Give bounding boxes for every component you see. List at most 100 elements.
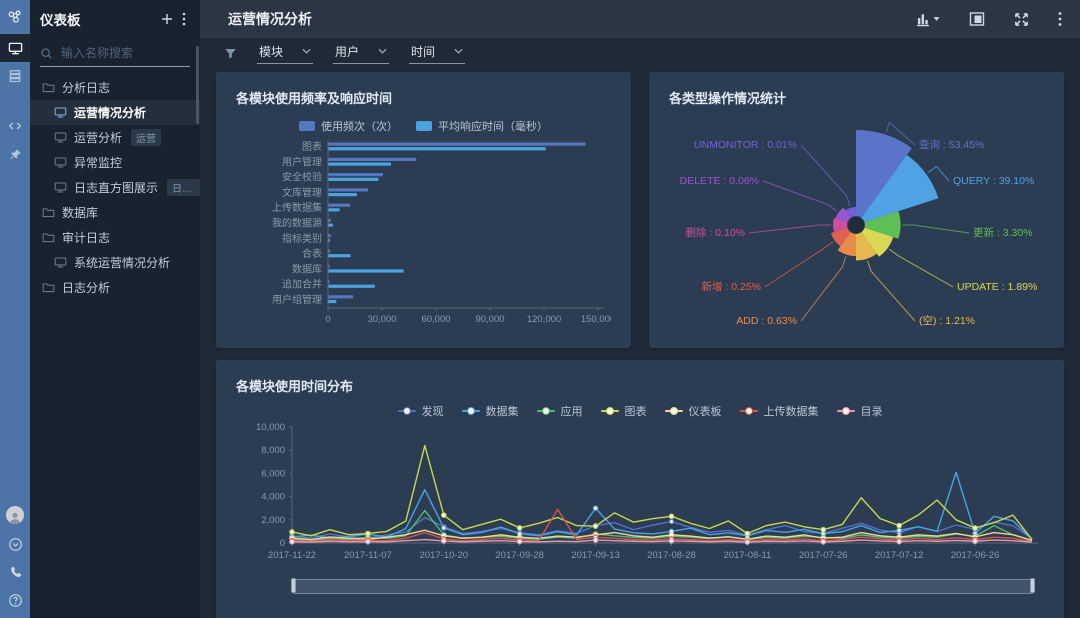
svg-text:4,000: 4,000: [261, 492, 285, 503]
svg-text:30,000: 30,000: [367, 314, 396, 325]
dashboard-icon: [54, 131, 67, 144]
sidebar-item-dashboard[interactable]: 异常监控: [30, 150, 200, 175]
legend-marker: [664, 407, 683, 415]
datazoom-left-handle[interactable]: [291, 578, 296, 593]
sidebar-item-label: 分析日志: [62, 81, 111, 95]
legend-item[interactable]: 上传数据集: [739, 403, 819, 419]
legend-item[interactable]: 仪表板: [664, 403, 722, 419]
svg-text:文库管理: 文库管理: [282, 186, 322, 199]
version-icon[interactable]: [8, 537, 23, 552]
dashboard-icon: [54, 181, 67, 194]
sidebar-item-label: 审计日志: [62, 231, 111, 245]
rail-display-icon[interactable]: [0, 112, 30, 140]
search-icon: [40, 47, 53, 60]
svg-text:2017-11-22: 2017-11-22: [268, 550, 316, 561]
sidebar-item-dashboard[interactable]: 运营分析 运营: [30, 125, 200, 150]
svg-text:DELETE : 0.06%: DELETE : 0.06%: [680, 175, 759, 187]
svg-text:2017-10-20: 2017-10-20: [419, 550, 468, 561]
search-input[interactable]: [59, 45, 175, 61]
sidebar-item-folder[interactable]: 分析日志: [30, 75, 200, 100]
dashboard-icon: [54, 256, 67, 269]
svg-text:我的数据源: 我的数据源: [272, 217, 322, 230]
filter-time-label: 时间: [411, 44, 436, 59]
sidebar-item-folder[interactable]: 数据库: [30, 200, 200, 225]
legend-item[interactable]: 数据集: [461, 403, 519, 419]
legend-marker: [600, 407, 619, 415]
dashboard-content: 各模块使用频率及响应时间 使用频次（次） 平均响应时间（毫秒） 图表 用户管理 安全校…: [200, 68, 1080, 618]
datazoom-slider[interactable]: [291, 578, 1035, 594]
svg-text:图表: 图表: [302, 140, 322, 153]
legend-item[interactable]: 目录: [836, 403, 883, 419]
card-title: 各模块使用频率及响应时间: [236, 91, 393, 106]
svg-text:2017-07-26: 2017-07-26: [799, 550, 848, 561]
svg-text:查询 : 53.45%: 查询 : 53.45%: [919, 138, 984, 151]
card-operation-stats: 各类型操作情况统计 查询 : 53.45% QUERY : 39.10% 更新 : …: [649, 72, 1064, 348]
datazoom-right-handle[interactable]: [1030, 578, 1035, 593]
item-badge: 运营: [131, 129, 162, 146]
legend-item[interactable]: 应用: [536, 403, 583, 419]
card-title: 各类型操作情况统计: [669, 91, 787, 106]
filter-time-select[interactable]: 时间: [409, 43, 465, 64]
sidebar-item-dashboard[interactable]: 日志直方图展示 日志...: [30, 175, 200, 200]
rail-pin-icon[interactable]: [0, 140, 30, 168]
filter-icon[interactable]: [224, 47, 237, 60]
legend-swatch: [299, 121, 315, 131]
svg-text:10,000: 10,000: [256, 422, 285, 433]
sidebar-item-label: 运营分析: [74, 131, 123, 145]
svg-text:2017-06-26: 2017-06-26: [951, 550, 1000, 561]
svg-text:2017-11-07: 2017-11-07: [344, 550, 392, 561]
card-module-frequency: 各模块使用频率及响应时间 使用频次（次） 平均响应时间（毫秒） 图表 用户管理 安全校…: [216, 72, 631, 348]
help-icon[interactable]: [8, 593, 23, 608]
svg-text:QUERY : 39.10%: QUERY : 39.10%: [953, 175, 1034, 187]
sidebar-more-button[interactable]: [178, 10, 190, 28]
rose-chart: 查询 : 53.45% QUERY : 39.10% 更新 : 3.30% UPDAT…: [680, 121, 1037, 327]
svg-text:数据库: 数据库: [292, 262, 322, 275]
chart-type-dropdown-button[interactable]: [917, 11, 941, 27]
sidebar-item-label: 运营情况分析: [74, 106, 147, 120]
svg-text:2017-07-12: 2017-07-12: [875, 550, 924, 561]
legend-item[interactable]: 图表: [600, 403, 647, 419]
card-title: 各模块使用时间分布: [236, 379, 354, 394]
svg-text:2017-09-13: 2017-09-13: [571, 550, 620, 561]
rail-widgets-icon[interactable]: [0, 62, 30, 90]
legend-item[interactable]: 使用频次（次）: [299, 118, 398, 134]
svg-text:(空) : 1.21%: (空) : 1.21%: [919, 314, 975, 327]
svg-text:60,000: 60,000: [421, 314, 450, 325]
fullscreen-button[interactable]: [1013, 11, 1030, 28]
more-menu-button[interactable]: [1058, 11, 1062, 27]
legend-marker: [836, 407, 855, 415]
card-time-distribution: 各模块使用时间分布 发现 数据集 应用 图表 仪表板 上传数据集 目录 0 2,000 4,00…: [216, 360, 1064, 618]
svg-text:0: 0: [280, 538, 285, 549]
dashboard-tree: 分析日志 运营情况分析 运营分析 运营 异常监控 日志直方图展示 日志... 数据库 审计日志系…: [30, 72, 200, 618]
legend-item[interactable]: 平均响应时间（毫秒）: [416, 118, 548, 134]
sidebar-item-folder[interactable]: 审计日志: [30, 225, 200, 250]
rail-bottom-icons: [6, 506, 24, 608]
user-avatar[interactable]: [6, 506, 24, 524]
grid-panel-button[interactable]: [969, 11, 985, 27]
filter-user-select[interactable]: 用户: [333, 43, 389, 64]
legend-item[interactable]: 发现: [397, 403, 444, 419]
legend-marker: [461, 407, 480, 415]
svg-text:2017-08-11: 2017-08-11: [723, 550, 771, 561]
svg-text:2,000: 2,000: [261, 515, 285, 526]
legend-label: 使用频次（次）: [321, 121, 398, 133]
item-badge: 日志...: [167, 179, 200, 196]
sidebar-item-dashboard[interactable]: 运营情况分析: [30, 100, 200, 125]
add-dashboard-button[interactable]: [156, 10, 178, 28]
contact-phone-icon[interactable]: [8, 565, 23, 580]
legend-marker: [739, 407, 758, 415]
bar-chart-legend: 使用频次（次） 平均响应时间（毫秒）: [236, 118, 611, 134]
rail-dashboards-icon[interactable]: [0, 34, 30, 62]
sidebar-item-folder[interactable]: 日志分析: [30, 275, 200, 300]
sidebar-scrollbar[interactable]: [196, 46, 199, 124]
filter-bar: 模块 用户 时间: [200, 38, 1080, 68]
sidebar-search: [40, 45, 190, 67]
dashboard-icon: [54, 156, 67, 169]
svg-text:2017-08-28: 2017-08-28: [647, 550, 696, 561]
svg-text:2017-09-28: 2017-09-28: [495, 550, 544, 561]
sidebar-item-dashboard[interactable]: 系统运营情况分析: [30, 250, 200, 275]
svg-text:150,000: 150,000: [581, 314, 611, 325]
filter-module-select[interactable]: 模块: [257, 43, 313, 64]
sidebar-item-label: 日志直方图展示: [74, 181, 159, 195]
